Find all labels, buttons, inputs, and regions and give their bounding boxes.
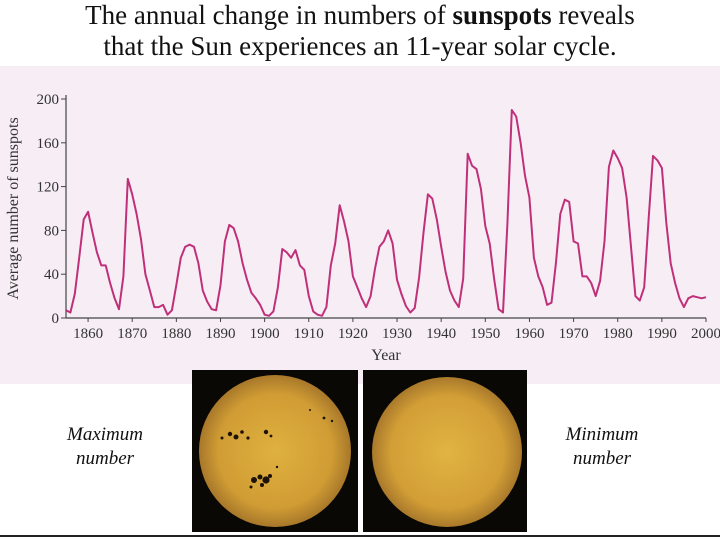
x-tick-label: 1990 xyxy=(647,326,677,342)
x-tick-label: 1960 xyxy=(514,326,544,342)
x-tick-label: 1920 xyxy=(338,326,368,342)
title-line-2: that the Sun experiences an 11-year sola… xyxy=(103,31,617,61)
x-axis-label: Year xyxy=(371,347,401,364)
x-tick-label: 1880 xyxy=(161,326,191,342)
y-tick-label: 200 xyxy=(37,92,60,108)
sunspot-chart: 0 40 80 120 160 200 1860 1870 1880 1890 1900 1910 19… xyxy=(5,92,720,364)
x-tick-label: 1930 xyxy=(382,326,412,342)
title-keyword: sunspots xyxy=(452,0,552,30)
caption-minimum: Minimum number xyxy=(565,424,639,469)
title-line-1: The annual change in numbers of sunspots… xyxy=(85,0,635,30)
caption-maximum: Maximum number xyxy=(67,424,143,469)
y-tick-label: 80 xyxy=(44,223,59,239)
x-tick-label: 1940 xyxy=(426,326,456,342)
sunspot-chart-panel: 0 40 80 120 160 200 1860 1870 1880 1890 1900 1910 19… xyxy=(0,66,720,384)
y-tick-label: 160 xyxy=(37,136,60,152)
x-tick-label: 1910 xyxy=(294,326,324,342)
y-axis-label: Average number of sunspots xyxy=(5,117,22,299)
sun-disk-maximum-image xyxy=(199,375,351,527)
x-tick-label: 1950 xyxy=(470,326,500,342)
x-tick-label: 1870 xyxy=(117,326,147,342)
x-tick-label: 1980 xyxy=(603,326,633,342)
y-tick-label: 0 xyxy=(52,311,60,327)
y-tick-label: 120 xyxy=(37,180,60,196)
sun-disk-minimum-image xyxy=(372,377,522,527)
bottom-rule xyxy=(0,535,720,537)
sun-photo-maximum xyxy=(192,370,358,532)
slide-title: The annual change in numbers of sunspots… xyxy=(0,0,720,64)
x-tick-label: 1860 xyxy=(73,326,103,342)
sunspot-series-line xyxy=(65,109,707,317)
x-tick-label: 1970 xyxy=(559,326,589,342)
sun-photo-minimum xyxy=(363,370,527,532)
y-tick-label: 40 xyxy=(44,267,59,283)
x-tick-label: 1890 xyxy=(205,326,235,342)
x-tick-label: 2000 xyxy=(691,326,720,342)
x-tick-label: 1900 xyxy=(250,326,280,342)
